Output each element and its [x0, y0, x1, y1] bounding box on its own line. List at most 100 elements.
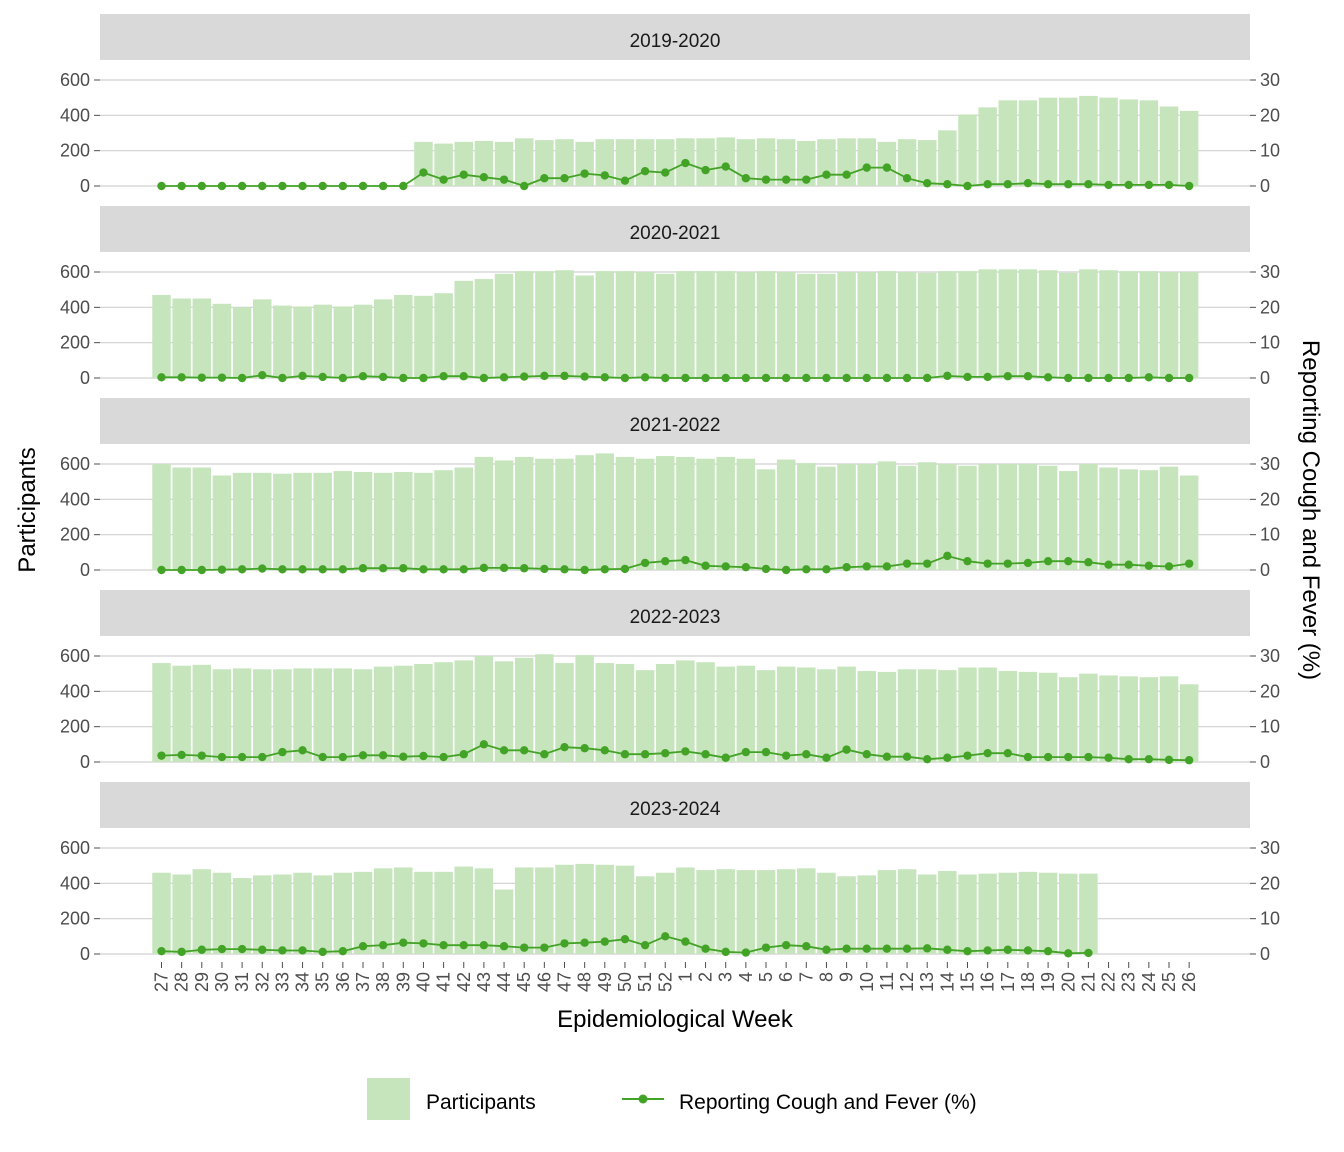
y-tick-label-left: 0: [80, 176, 90, 196]
point-cough-fever: [580, 565, 589, 575]
point-cough-fever: [197, 751, 206, 760]
point-cough-fever: [822, 565, 831, 574]
bar-participants: [676, 867, 695, 954]
bar-participants: [1179, 475, 1199, 570]
bar-participants: [797, 463, 816, 570]
x-tick-label: 8: [816, 972, 836, 982]
bar-participants: [353, 471, 373, 570]
point-cough-fever: [761, 175, 771, 184]
bar-participants: [192, 467, 212, 570]
y-tick-label-right: 30: [1260, 70, 1280, 90]
y-tick-label-left: 200: [60, 909, 90, 929]
point-cough-fever: [640, 558, 650, 568]
point-cough-fever: [761, 564, 771, 574]
point-cough-fever: [399, 752, 408, 761]
x-tick-label: 4: [736, 972, 756, 982]
bar-participants: [1018, 671, 1038, 762]
point-cough-fever: [1023, 558, 1033, 568]
bar-participants: [414, 663, 433, 762]
bar-participants: [1159, 272, 1179, 378]
point-cough-fever: [1084, 752, 1093, 762]
bar-participants: [454, 141, 473, 186]
point-cough-fever: [741, 174, 751, 183]
bar-participants: [1018, 464, 1038, 570]
y-tick-label-right: 0: [1260, 368, 1270, 388]
y-tick-label-left: 0: [80, 944, 90, 964]
bar-participants: [394, 867, 413, 954]
bar-participants: [293, 872, 312, 954]
y-axis-title-right: Reporting Cough and Fever (%): [1297, 340, 1324, 680]
bar-participants: [756, 469, 776, 570]
legend-key-point: [638, 1094, 648, 1104]
x-tick-label: 51: [635, 972, 655, 992]
point-cough-fever: [278, 747, 287, 757]
bar-participants: [394, 665, 413, 762]
bar-participants: [897, 139, 917, 186]
point-cough-fever: [661, 556, 670, 566]
x-tick-label: 28: [172, 972, 192, 992]
point-cough-fever: [560, 371, 569, 381]
y-tick-label-left: 0: [80, 368, 90, 388]
point-cough-fever: [177, 947, 186, 957]
point-cough-fever: [822, 753, 831, 762]
y-tick-label-left: 200: [60, 141, 90, 161]
panel-strip: [100, 782, 1250, 828]
x-tick-label: 3: [716, 972, 736, 982]
x-tick-label: 26: [1179, 972, 1199, 992]
point-cough-fever: [479, 740, 489, 749]
bar-participants: [1099, 97, 1118, 186]
x-tick-label: 25: [1159, 972, 1179, 992]
bar-participants: [857, 272, 876, 378]
panel-strip: [100, 398, 1250, 444]
point-cough-fever: [459, 565, 468, 574]
bar-participants: [434, 143, 453, 186]
x-tick-label: 14: [937, 972, 957, 992]
line-cough-fever: [161, 554, 1190, 571]
point-cough-fever: [661, 932, 670, 941]
point-cough-fever: [1084, 948, 1093, 958]
bar-participants: [333, 668, 353, 762]
bar-participants: [454, 467, 473, 570]
x-tick-label: 24: [1139, 972, 1159, 992]
point-cough-fever: [1124, 754, 1133, 764]
point-cough-fever: [197, 945, 206, 954]
point-cough-fever: [258, 752, 267, 762]
bar-participants: [917, 669, 937, 762]
point-cough-fever: [822, 373, 831, 383]
point-cough-fever: [923, 754, 932, 764]
point-cough-fever: [1023, 178, 1033, 188]
bar-participants: [736, 665, 756, 762]
point-cough-fever: [399, 181, 408, 191]
bar-participants: [535, 654, 554, 762]
point-cough-fever: [882, 163, 892, 172]
bar-participants: [837, 464, 856, 570]
point-cough-fever: [802, 565, 811, 574]
point-cough-fever: [298, 181, 307, 191]
bar-participants: [716, 666, 735, 762]
point-cough-fever: [358, 564, 368, 573]
point-cough-fever: [1164, 562, 1174, 571]
x-tick-label: 45: [514, 972, 534, 992]
point-cough-fever: [882, 752, 892, 761]
point-cough-fever: [761, 373, 771, 383]
point-cough-fever: [1023, 372, 1033, 381]
x-tick-label: 16: [978, 972, 998, 992]
x-tick-label: 35: [313, 972, 333, 992]
point-cough-fever: [1003, 559, 1012, 568]
point-cough-fever: [600, 565, 609, 574]
point-cough-fever: [983, 180, 992, 189]
bar-participants: [1079, 673, 1098, 762]
point-cough-fever: [902, 752, 912, 761]
point-cough-fever: [1144, 180, 1154, 190]
x-tick-label: 10: [857, 972, 877, 992]
point-cough-fever: [1104, 753, 1113, 762]
legend-label-cough-fever: Reporting Cough and Fever (%): [679, 1091, 977, 1114]
bar-participants: [1018, 269, 1038, 378]
x-tick-label: 12: [897, 972, 917, 992]
point-cough-fever: [1164, 373, 1174, 383]
point-cough-fever: [318, 947, 327, 957]
point-cough-fever: [520, 564, 529, 573]
point-cough-fever: [862, 163, 871, 172]
point-cough-fever: [278, 946, 287, 955]
point-cough-fever: [902, 174, 912, 183]
